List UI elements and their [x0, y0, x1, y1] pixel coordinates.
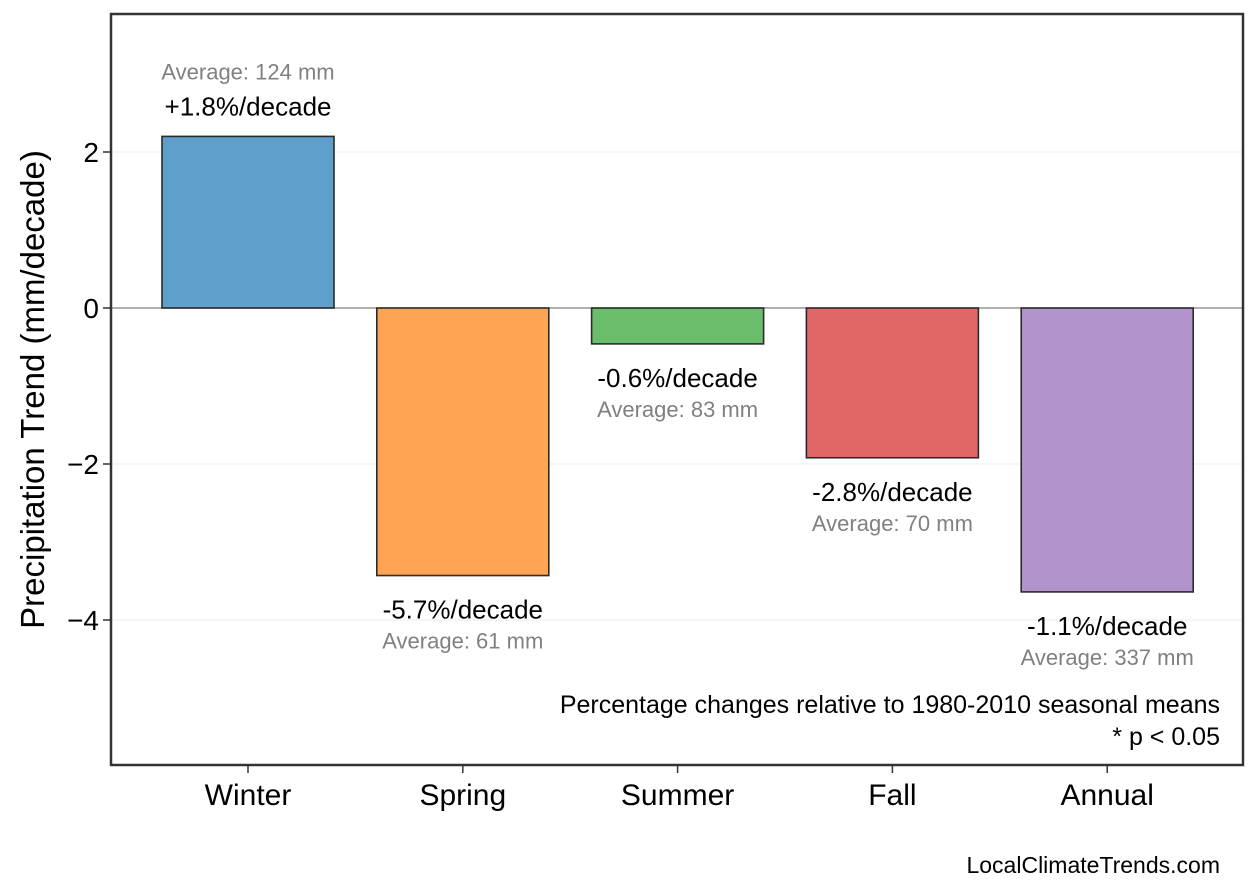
bars: [161, 135, 1195, 593]
annotation-note: Percentage changes relative to 1980-2010…: [560, 691, 1220, 719]
x-tick-label: Fall: [868, 779, 916, 812]
x-tick-label: Spring: [419, 779, 506, 812]
percent-change-label: +1.8%/decade: [165, 91, 332, 121]
average-label: Average: 83 mm: [597, 397, 758, 422]
bar-labels: +1.8%/decade Average: 124 mm -5.7%/decade A…: [161, 59, 1193, 670]
average-label: Average: 124 mm: [161, 59, 334, 84]
y-tick-label: 2: [83, 137, 99, 168]
x-axis: Winter Spring Summer Fall Annual: [205, 765, 1154, 812]
percent-change-label: -2.8%/decade: [812, 477, 972, 507]
bar-spring: [376, 307, 550, 577]
percent-change-label: -1.1%/decade: [1027, 611, 1187, 641]
percent-change-label: -5.7%/decade: [383, 595, 543, 625]
x-tick-label: Winter: [205, 779, 292, 812]
y-tick-label: −4: [67, 605, 99, 636]
x-tick-label: Summer: [621, 779, 734, 812]
y-axis-label: Precipitation Trend (mm/decade): [14, 150, 51, 629]
bar-summer: [590, 307, 765, 345]
bar-fall: [805, 307, 980, 459]
average-label: Average: 70 mm: [812, 511, 973, 536]
y-tick-label: −2: [67, 449, 99, 480]
bar-annual: [1020, 307, 1195, 593]
percent-change-label: -0.6%/decade: [597, 363, 757, 393]
average-label: Average: 337 mm: [1021, 645, 1194, 670]
x-tick-label: Annual: [1060, 779, 1153, 812]
y-tick-label: 0: [83, 293, 99, 324]
significance-note: * p < 0.05: [1112, 723, 1220, 751]
source-credit: LocalClimateTrends.com: [966, 852, 1220, 878]
y-axis: 2 0 −2 −4: [67, 137, 111, 636]
bar-winter: [161, 135, 335, 309]
average-label: Average: 61 mm: [382, 629, 543, 654]
